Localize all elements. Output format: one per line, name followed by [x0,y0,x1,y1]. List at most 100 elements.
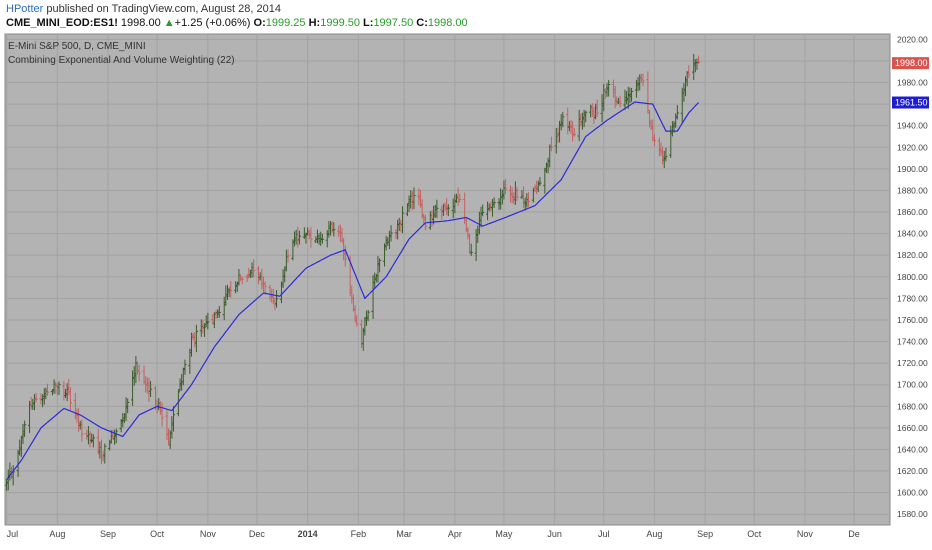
ohlc-bar [206,312,210,330]
ohlc-bar [481,204,485,217]
ohlc-bar [320,233,324,244]
x-tick-label: Sep [100,529,116,539]
ohlc-bar [114,428,118,444]
x-tick-label: Aug [646,529,662,539]
x-tick-label: Aug [49,529,65,539]
ohlc-bar [217,305,221,318]
y-tick-label: 1980.00 [897,78,928,88]
x-tick-label: Jul [7,529,19,539]
ohlc-bar [389,225,393,242]
x-tick-label: Sep [697,529,713,539]
x-tick-label: Nov [797,529,814,539]
ohlc-bar [274,290,279,308]
x-tick-label: Oct [150,529,165,539]
ohlc-bar [641,73,645,87]
ohlc-bar [286,249,290,263]
ohlc-bar [68,387,73,411]
y-axis[interactable]: 1580.00 1600.00 1620.00 1640.00 1660.00 1680.… [897,34,928,519]
y-tick-label: 1820.00 [897,250,928,260]
y-tick-label: 1700.00 [897,380,928,390]
indicator-line [6,101,700,481]
ohlc-bar [23,420,27,437]
x-tick-label: Feb [351,529,367,539]
y-tick-label: 1580.00 [897,509,928,519]
ohlc-bar [538,177,542,187]
x-tick-label: 2014 [298,529,318,539]
high-value: 1999.50 [320,17,360,29]
ohlc-bar [160,402,164,427]
ohlc-bar [11,465,15,486]
y-tick-label: 1600.00 [897,488,928,498]
ohlc-bar [252,259,256,278]
x-tick-label: Apr [448,529,462,539]
close-value: 1998.00 [427,17,468,29]
ohlc-bar [240,276,244,285]
quote-line: CME_MINI_EOD:ES1! 1998.00 ▲+1.25 (+0.06%… [6,17,468,29]
x-tick-label: Mar [396,529,412,539]
y-tick-label: 1740.00 [897,337,928,347]
ohlc-bar [618,95,622,108]
ohlc-bar [148,381,153,397]
x-tick-label: Jul [598,529,610,539]
ohlc-bar [91,434,95,448]
grid [5,34,890,525]
ohlc-bar [263,281,267,295]
ohlc-bar [458,193,462,203]
ohlc-bar [366,310,370,322]
ohlc-bar [194,324,198,353]
ohlc-bar [126,398,130,414]
ohlc-bar [697,55,701,65]
ohlc-bar [229,281,233,298]
published-text: published on TradingView.com, August 28,… [46,3,281,15]
x-tick-label: De [848,529,860,539]
ohlc-bar [435,199,439,218]
y-tick-label: 1660.00 [897,423,928,433]
y-tick-label: 1720.00 [897,358,928,368]
y-tick-label: 1760.00 [897,315,928,325]
ohlc-bar [57,381,61,395]
x-tick-label: Nov [200,529,217,539]
ohlc-bar [687,65,691,79]
x-tick-label: May [495,529,513,539]
x-axis[interactable]: Jul Aug Sep Oct Nov Dec 2014 Feb Mar Apr May Jun Jul… [7,529,860,539]
indicator-name: Combining Exponential And Volume Weighti… [8,55,235,66]
ohlc-bar [492,197,496,208]
ohlc-bar [446,204,450,217]
open-value: 1999.25 [265,17,306,29]
ohlc-bar [561,111,565,128]
ohlc-bar [332,222,336,237]
ohlc-bar [607,80,611,97]
symbol-label: CME_MINI_EOD:ES1! [6,17,118,29]
y-tick-label: 1840.00 [897,229,928,239]
x-tick-label: Oct [747,529,762,539]
ohlc-bar [343,245,347,267]
y-tick-label: 1680.00 [897,401,928,411]
low-label: L: [363,17,374,29]
ohlc-bar [183,359,187,375]
x-tick-label: Dec [249,529,266,539]
ohlc-bar [584,110,588,123]
high-label: H: [308,17,321,29]
price-chart[interactable]: 1580.00 1600.00 1620.00 1640.00 1660.00 1680.… [0,32,932,550]
plot-area[interactable] [4,33,891,526]
ohlc-bar [503,178,508,195]
value-tags: 1998.00 1961.50 [892,57,929,109]
author-link[interactable]: HPotter [6,3,44,15]
ohlc-bars [5,53,701,491]
ohlc-bar [309,227,313,248]
y-tick-label: 1920.00 [897,142,928,152]
ohlc-bar [549,136,553,152]
y-tick-label: 2020.00 [897,34,928,44]
y-tick-label: 1900.00 [897,164,928,174]
y-tick-label: 1860.00 [897,207,928,217]
last-price-tag: 1998.00 [895,58,928,68]
publisher-line: HPotter published on TradingView.com, Au… [6,3,281,15]
up-arrow-icon: ▲ [163,17,175,29]
y-tick-label: 1640.00 [897,444,928,454]
close-label: C: [416,17,428,29]
ohlc-bar [664,147,668,162]
low-value: 1997.50 [373,17,414,29]
ohlc-bar [572,128,576,137]
indicator-value-tag: 1961.50 [895,98,928,108]
ohlc-bar [595,99,599,118]
